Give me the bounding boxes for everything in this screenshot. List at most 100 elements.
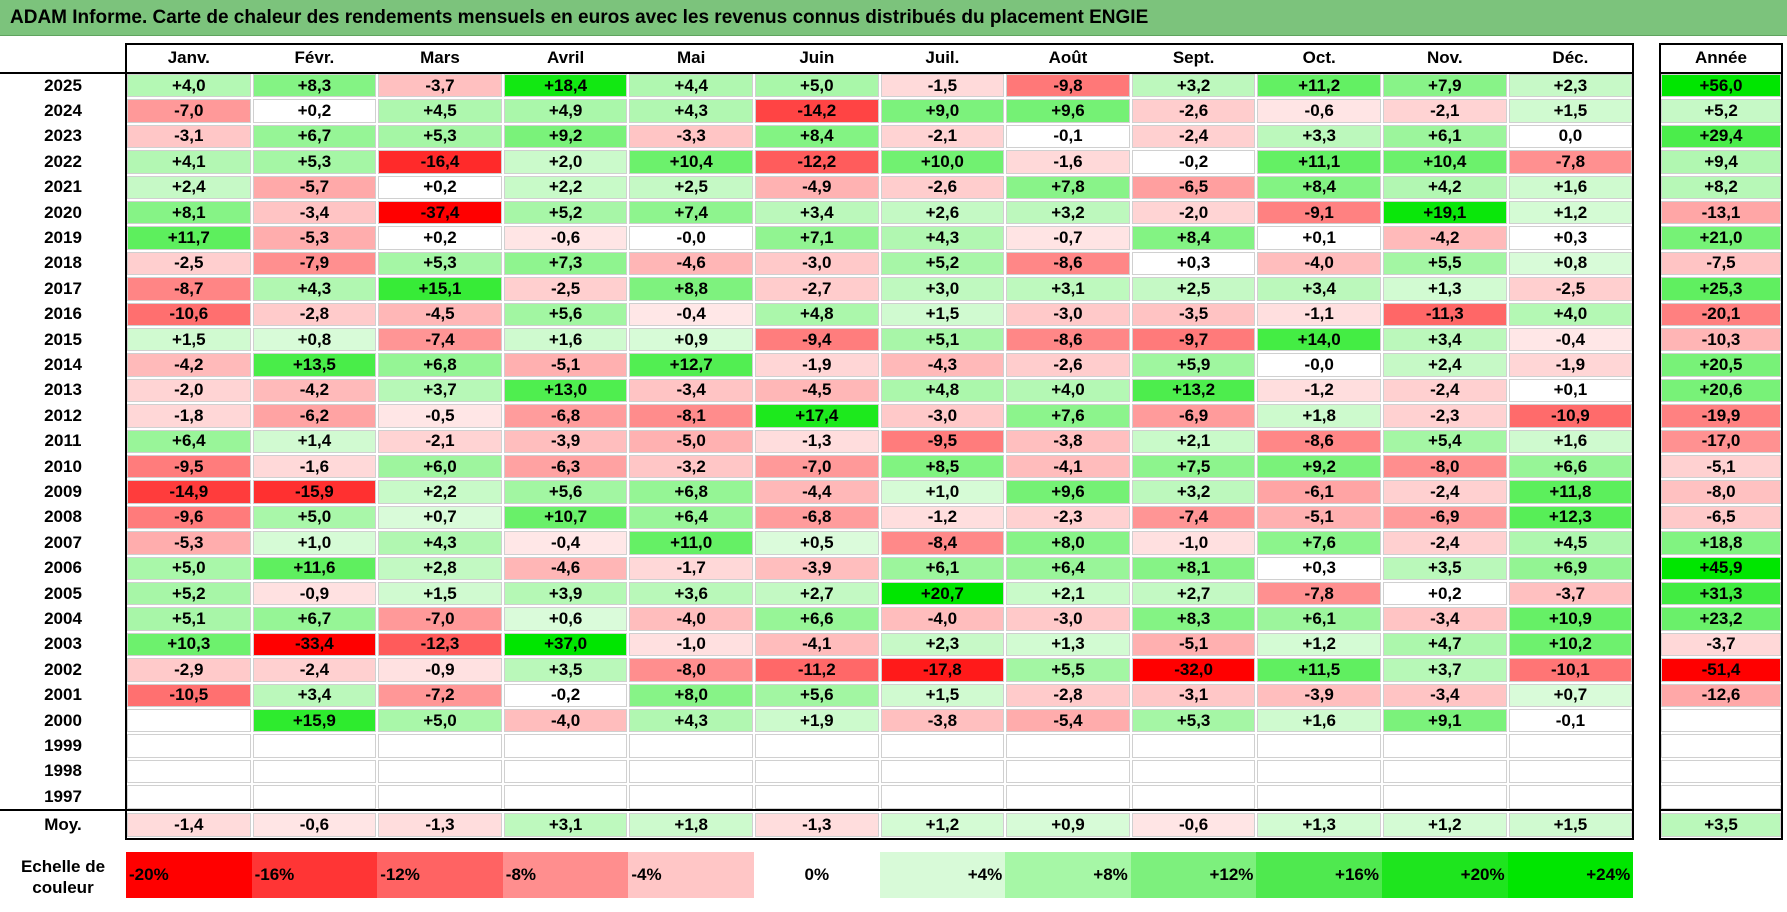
heatmap-cell: +3,2 [1131, 480, 1256, 504]
heatmap-cell [252, 759, 377, 784]
heatmap-cell: +3,5 [503, 658, 628, 682]
heatmap-cell: +11,1 [1257, 150, 1381, 174]
heatmap-cell: +1,6 [1508, 175, 1633, 199]
row-year-label: 2020 [44, 202, 82, 222]
heatmap-cell: +9,0 [880, 99, 1005, 123]
year-total-cell [1661, 759, 1781, 784]
heatmap-cell: -3,9 [503, 429, 628, 453]
heatmap-cell: +0,2 [252, 99, 377, 123]
heatmap-cell: +7,3 [503, 251, 628, 276]
heatmap-cell: -2,5 [127, 251, 251, 276]
page-title: ADAM Informe. Carte de chaleur des rende… [10, 7, 1149, 28]
heatmap-cell: -2,5 [1508, 277, 1633, 301]
heatmap-cell: +0,2 [378, 226, 502, 250]
heatmap-cell: +2,8 [378, 556, 502, 580]
heatmap-cell: +3,3 [1257, 124, 1381, 149]
month-header: Déc. [1552, 48, 1589, 67]
row-year-label: 2002 [44, 659, 82, 679]
heatmap-cell: +5,3 [378, 124, 502, 149]
heatmap-cell: +17,4 [755, 404, 879, 428]
heatmap-cell [503, 785, 628, 809]
color-scale-label-line1: Echelle de [20, 856, 106, 876]
year-total-cell: -12,6 [1661, 683, 1781, 707]
heatmap-cell [503, 734, 628, 758]
heatmap-cell: -2,6 [1006, 353, 1130, 377]
year-total-cell: +20,5 [1661, 353, 1781, 377]
heatmap-cell: +4,2 [1383, 175, 1507, 199]
heatmap-cell: +6,6 [755, 607, 879, 631]
heatmap-cell: -7,2 [378, 683, 502, 707]
heatmap-cell: +15,9 [252, 709, 377, 733]
heatmap-cell: -11,2 [755, 658, 879, 682]
heatmap-cell: -9,5 [880, 429, 1005, 453]
heatmap-cell: +9,6 [1006, 99, 1130, 123]
year-total-cell: +5,2 [1661, 99, 1781, 123]
month-header: Mai [677, 48, 706, 67]
heatmap-cell: -4,2 [127, 353, 251, 377]
heatmap-cell: +4,0 [127, 74, 251, 98]
heatmap-cell: -4,5 [755, 378, 879, 403]
row-year-label: 2013 [44, 380, 82, 400]
heatmap-cell: -4,4 [755, 480, 879, 504]
heatmap-cell: -8,6 [1006, 251, 1130, 276]
heatmap-cell: +5,4 [1383, 429, 1507, 453]
heatmap-cell: +6,1 [1257, 607, 1381, 631]
heatmap-cell: -7,0 [755, 455, 879, 479]
heatmap-cell: +5,0 [127, 556, 251, 580]
heatmap-cell: +12,3 [1508, 505, 1633, 530]
heatmap-cell: -7,8 [1257, 582, 1381, 606]
year-total-cell: +23,2 [1661, 607, 1781, 631]
heatmap-cell: +4,3 [629, 99, 753, 123]
heatmap-cell: +5,5 [1006, 658, 1130, 682]
heatmap-cell: -6,9 [1131, 404, 1256, 428]
heatmap-cell: -5,7 [252, 175, 377, 199]
heatmap-cell: -2,6 [880, 175, 1005, 199]
heatmap-cell: -1,0 [629, 632, 753, 657]
heatmap-cell: +2,6 [880, 201, 1005, 225]
header-divider [0, 72, 1635, 74]
month-header: Août [1048, 48, 1088, 67]
heatmap-cell: -3,3 [629, 124, 753, 149]
heatmap-cell: -3,7 [1508, 582, 1633, 606]
row-year-label: 2022 [44, 151, 82, 171]
heatmap-cell: -8,0 [629, 658, 753, 682]
heatmap-cell: +6,8 [378, 353, 502, 377]
heatmap-cell: -3,4 [1383, 607, 1507, 631]
year-total-cell: -19,9 [1661, 404, 1781, 428]
heatmap-cell: +5,6 [755, 683, 879, 707]
heatmap-cell [629, 734, 753, 758]
heatmap-cell: +3,2 [1006, 201, 1130, 225]
heatmap-cell: -2,7 [755, 277, 879, 301]
heatmap-cell [1131, 734, 1256, 758]
heatmap-cell: -6,2 [252, 404, 377, 428]
heatmap-cell: -1,9 [1508, 353, 1633, 377]
heatmap-cell [1006, 785, 1130, 809]
heatmap-cell: -5,3 [127, 531, 251, 555]
heatmap-cell: +8,4 [755, 124, 879, 149]
year-total-cell: -5,1 [1661, 455, 1781, 479]
heatmap-cell: -0,4 [629, 302, 753, 326]
year-total-cell: -6,5 [1661, 505, 1781, 530]
color-scale-step: +20% [1382, 852, 1508, 898]
heatmap-cell: -2,5 [503, 277, 628, 301]
heatmap-cell: +3,4 [1383, 328, 1507, 352]
heatmap-cell: +6,6 [1508, 455, 1633, 479]
year-total-cell: -8,0 [1661, 480, 1781, 504]
heatmap-cell: -9,1 [1257, 201, 1381, 225]
heatmap-cell: +1,6 [1257, 709, 1381, 733]
heatmap-cell [880, 759, 1005, 784]
color-scale-step: -12% [377, 852, 503, 898]
heatmap-cell: +3,4 [755, 201, 879, 225]
heatmap-cell [880, 734, 1005, 758]
row-year-label: 2011 [44, 431, 82, 451]
heatmap-cell: -1,6 [1006, 150, 1130, 174]
heatmap-cell: +1,8 [1257, 404, 1381, 428]
heatmap-cell: -1,3 [755, 429, 879, 453]
heatmap-cell: +8,5 [880, 455, 1005, 479]
heatmap-cell: +3,9 [503, 582, 628, 606]
heatmap-cell: +8,8 [629, 277, 753, 301]
heatmap-cell: -3,5 [1131, 302, 1256, 326]
heatmap-cell [1383, 759, 1507, 784]
heatmap-cell: -4,6 [503, 556, 628, 580]
heatmap-cell: -37,4 [378, 201, 502, 225]
